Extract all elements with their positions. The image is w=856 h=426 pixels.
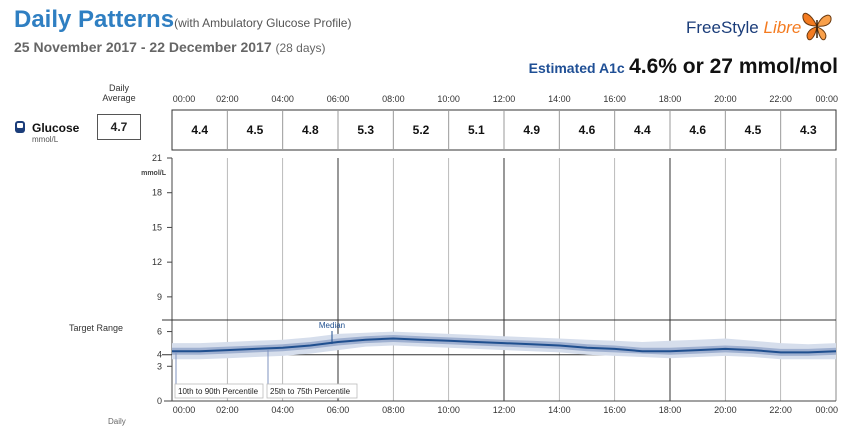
hourly-average-value: 4.5 [247, 123, 264, 137]
glucose-label: Glucose [32, 121, 80, 135]
day-count: (28 days) [275, 41, 326, 55]
hourly-average-value: 4.6 [689, 123, 706, 137]
y-tick-label: 9 [157, 292, 162, 302]
hourly-average-value: 5.1 [468, 123, 485, 137]
logo-libre: Libre [763, 18, 802, 37]
y-tick-label: 3 [157, 361, 162, 371]
hourly-average-value: 4.8 [302, 123, 319, 137]
x-tick-label: 04:00 [271, 405, 294, 415]
y-tick-label: 21 [152, 153, 162, 163]
x-tick-label-top: 02:00 [216, 94, 239, 104]
x-tick-label: 00:00 [173, 405, 196, 415]
x-tick-label: 18:00 [659, 405, 682, 415]
daily-average-label: Daily Average [102, 83, 136, 103]
hourly-average-value: 5.3 [357, 123, 374, 137]
bottom-daily-label: Daily [108, 417, 126, 426]
glucose-unit: mmol/L [32, 135, 59, 144]
x-tick-label-top: 08:00 [382, 94, 405, 104]
x-tick-label-top: 04:00 [271, 94, 294, 104]
x-tick-label-top: 18:00 [659, 94, 682, 104]
target-range-label: Target Range [69, 323, 123, 333]
hourly-average-value: 4.9 [523, 123, 540, 137]
glucose-drop-icon [15, 121, 25, 133]
x-tick-label-top: 12:00 [493, 94, 516, 104]
title-text: Daily Patterns [14, 6, 175, 33]
median-line [172, 337, 837, 354]
daily-average-value: 4.7 [97, 114, 141, 140]
estimated-a1c: Estimated A1c 4.6% or 27 mmol/mol [529, 55, 838, 79]
hourly-average-value: 4.6 [579, 123, 596, 137]
x-tick-label-top: 20:00 [714, 94, 737, 104]
x-tick-label: 12:00 [493, 405, 516, 415]
x-tick-label-top: 00:00 [173, 94, 196, 104]
hourly-average-value: 4.3 [800, 123, 817, 137]
x-tick-label: 02:00 [216, 405, 239, 415]
y-tick-label: 4 [157, 350, 162, 360]
y-tick-label: 6 [157, 327, 162, 337]
x-tick-label: 16:00 [603, 405, 626, 415]
x-tick-label: 00:00 [815, 405, 838, 415]
median-annotation: Median [319, 321, 345, 330]
x-tick-label-top: 22:00 [769, 94, 792, 104]
x-tick-label-top: 16:00 [603, 94, 626, 104]
p25-75-annotation: 25th to 75th Percentile [270, 387, 351, 396]
x-tick-label: 20:00 [714, 405, 737, 415]
date-range-text: 25 November 2017 - 22 December 2017 [14, 39, 272, 55]
x-tick-label-top: 00:00 [815, 94, 838, 104]
y-tick-label: 0 [157, 396, 162, 406]
hourly-average-value: 4.4 [634, 123, 651, 137]
x-tick-label: 06:00 [327, 405, 350, 415]
x-tick-label-top: 14:00 [548, 94, 571, 104]
p10-90-box [174, 383, 264, 399]
x-tick-label: 08:00 [382, 405, 405, 415]
a1c-label: Estimated A1c [528, 60, 625, 76]
freestyle-libre-logo: FreeStyle Libre [686, 18, 801, 38]
y-tick-label: 15 [152, 222, 162, 232]
x-tick-label: 10:00 [437, 405, 460, 415]
x-tick-label-top: 06:00 [327, 94, 350, 104]
hourly-average-value: 4.5 [745, 123, 762, 137]
y-unit-label: mmol/L [141, 170, 167, 177]
page-title: Daily Patterns(with Ambulatory Glucose P… [14, 6, 351, 34]
date-range: 25 November 2017 - 22 December 2017 (28 … [14, 39, 326, 55]
x-tick-label: 22:00 [769, 405, 792, 415]
p25-75-box [266, 383, 358, 399]
logo-freestyle: FreeStyle [686, 18, 759, 37]
a1c-value: 4.6% or 27 mmol/mol [629, 55, 838, 78]
hourly-average-value: 5.2 [413, 123, 430, 137]
x-tick-label: 14:00 [548, 405, 571, 415]
y-tick-label: 12 [152, 257, 162, 267]
title-subtitle: (with Ambulatory Glucose Profile) [174, 16, 352, 30]
y-tick-label: 18 [152, 188, 162, 198]
butterfly-icon [802, 12, 832, 41]
hourly-average-value: 4.4 [191, 123, 208, 137]
x-tick-label-top: 10:00 [437, 94, 460, 104]
p10-90-annotation: 10th to 90th Percentile [178, 387, 259, 396]
